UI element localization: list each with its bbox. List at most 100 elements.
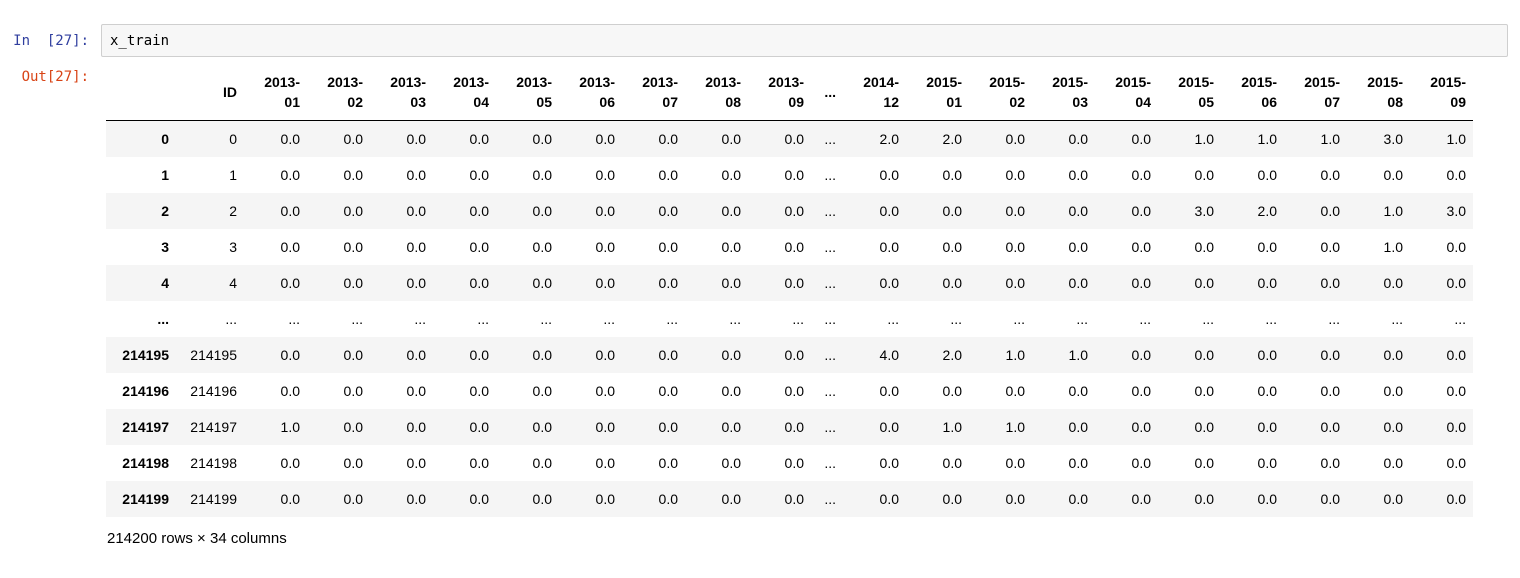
table-cell: ... (666, 311, 678, 327)
column-header: 2015-06 (1221, 64, 1284, 121)
table-row: 3 3 0.0 0.0 0.0 0.0 0.0 0.0 0.0 0.0 0.0... 0.0 0.0 0.… (106, 229, 1473, 265)
code-input[interactable]: x_train (101, 24, 1508, 57)
table-cell: 0.0 (1068, 131, 1088, 147)
table-cell: 0.0 (658, 131, 678, 147)
table-cell: ... (824, 203, 836, 219)
table-cell: 0.0 (1320, 383, 1340, 399)
table-cell: 214199 (190, 491, 237, 507)
table-cell: 0.0 (879, 491, 899, 507)
table-cell: 3.0 (1446, 203, 1466, 219)
table-cell: 0.0 (1257, 167, 1277, 183)
table-cell: ... (225, 311, 237, 327)
table-cell: ... (540, 311, 552, 327)
column-header: 2014-12 (843, 64, 906, 121)
table-cell: 0.0 (721, 347, 741, 363)
row-index: 1 (161, 167, 169, 183)
dataframe-body: 0 0 0.0 0.0 0.0 0.0 0.0 0.0 0.0 0.0 0.0... 2.0 2.0 0.… (106, 120, 1473, 517)
table-cell: 0.0 (658, 455, 678, 471)
table-cell: 0.0 (469, 347, 489, 363)
table-cell: 0.0 (942, 455, 962, 471)
table-cell: 0.0 (1194, 275, 1214, 291)
table-cell: 0.0 (406, 239, 426, 255)
table-cell: 0.0 (1068, 491, 1088, 507)
table-cell: 0.0 (1257, 455, 1277, 471)
table-cell: 0.0 (469, 455, 489, 471)
table-cell: 0.0 (595, 347, 615, 363)
table-cell: 0.0 (1005, 167, 1025, 183)
table-cell: 0.0 (1383, 383, 1403, 399)
table-cell: 0.0 (280, 167, 300, 183)
table-cell: 0.0 (721, 275, 741, 291)
table-row: 214196 214196 0.0 0.0 0.0 0.0 0.0 0.0 0.0 0.0 0.0.… (106, 373, 1473, 409)
code-cell-input: In [27]: x_train (0, 24, 1508, 57)
table-cell: 0.0 (469, 239, 489, 255)
row-index: 2 (161, 203, 169, 219)
table-cell: 0.0 (595, 275, 615, 291)
table-cell: 0.0 (1446, 347, 1466, 363)
table-cell: 0.0 (1194, 383, 1214, 399)
table-cell: 0.0 (595, 203, 615, 219)
column-header: 2013-08 (685, 64, 748, 121)
table-cell: ... (824, 311, 836, 327)
row-index: 214197 (122, 419, 169, 435)
column-header: 2013-09 (748, 64, 811, 121)
table-cell: 0.0 (784, 383, 804, 399)
table-cell: 0.0 (469, 131, 489, 147)
table-cell: 0.0 (280, 347, 300, 363)
table-cell: 0.0 (469, 419, 489, 435)
table-cell: 0.0 (1131, 347, 1151, 363)
table-cell: 0.0 (1194, 455, 1214, 471)
dataframe-header: ID 2013-01 2013-02 2013-03 2013-04 2013-05 201… (106, 64, 1473, 121)
table-cell: 0.0 (1446, 167, 1466, 183)
table-cell: ... (824, 455, 836, 471)
table-cell: 0.0 (721, 239, 741, 255)
table-cell: 1.0 (1005, 347, 1025, 363)
table-cell: 214196 (190, 383, 237, 399)
table-cell: 0.0 (469, 491, 489, 507)
table-cell: 0.0 (1131, 455, 1151, 471)
table-cell: 0.0 (658, 167, 678, 183)
table-cell: ... (824, 131, 836, 147)
table-cell: 1.0 (1005, 419, 1025, 435)
table-cell: 0.0 (1131, 383, 1151, 399)
table-cell: 0.0 (343, 239, 363, 255)
table-cell: ... (824, 347, 836, 363)
table-cell: 0.0 (469, 167, 489, 183)
table-cell: 0.0 (1257, 239, 1277, 255)
table-cell: 0.0 (532, 239, 552, 255)
table-cell: 0.0 (1194, 491, 1214, 507)
table-cell: 0.0 (658, 419, 678, 435)
table-cell: 0.0 (721, 131, 741, 147)
table-cell: 0.0 (343, 131, 363, 147)
table-cell: ... (1202, 311, 1214, 327)
table-row: 0 0 0.0 0.0 0.0 0.0 0.0 0.0 0.0 0.0 0.0... 2.0 2.0 0.… (106, 120, 1473, 157)
table-cell: 0.0 (1005, 275, 1025, 291)
table-cell: ... (887, 311, 899, 327)
table-cell: 0.0 (1194, 239, 1214, 255)
table-cell: ... (950, 311, 962, 327)
column-header: 2015-09 (1410, 64, 1473, 121)
table-cell: 0.0 (280, 491, 300, 507)
truncation-column-header: ... (811, 64, 843, 121)
row-index: 214195 (122, 347, 169, 363)
table-cell: ... (1139, 311, 1151, 327)
table-cell: 0.0 (1446, 275, 1466, 291)
table-cell: 0.0 (1320, 239, 1340, 255)
table-cell: 0.0 (1005, 455, 1025, 471)
table-row: 214197 214197 1.0 0.0 0.0 0.0 0.0 0.0 0.0 0.0 0.0.… (106, 409, 1473, 445)
table-cell: 0.0 (1131, 239, 1151, 255)
table-cell: 0.0 (595, 419, 615, 435)
column-header: 2013-01 (244, 64, 307, 121)
table-cell: 0.0 (784, 203, 804, 219)
table-cell: ... (824, 239, 836, 255)
row-index: 214199 (122, 491, 169, 507)
table-cell: ... (477, 311, 489, 327)
table-cell: 0.0 (532, 167, 552, 183)
table-cell: 0.0 (784, 131, 804, 147)
table-cell: 0.0 (280, 203, 300, 219)
table-cell: 4.0 (879, 347, 899, 363)
table-cell: 0.0 (1320, 455, 1340, 471)
column-header: 2013-03 (370, 64, 433, 121)
table-cell: ... (351, 311, 363, 327)
output-prompt: Out[27]: (21, 69, 89, 85)
